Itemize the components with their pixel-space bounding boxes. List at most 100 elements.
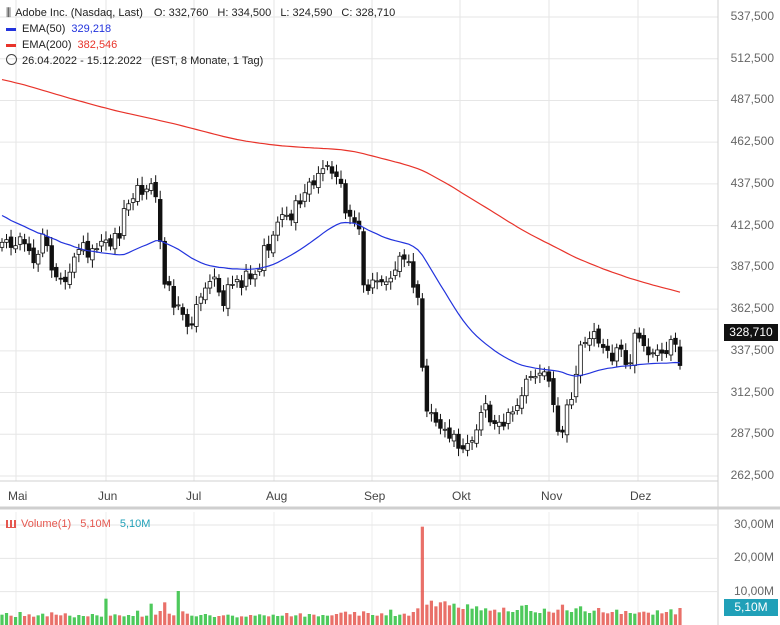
volume-bar [208,615,212,625]
candle-body [487,404,493,423]
volume-bar [429,600,433,625]
candlestick-series [0,160,683,457]
candle-body [524,378,529,397]
candle-body [650,352,656,355]
volume-bar [538,613,542,625]
volume-bar [181,611,185,625]
candle-body [429,412,434,415]
volume-bar [524,605,528,625]
candle-body [474,429,479,444]
volume-bar [230,615,235,625]
candle-body [275,221,280,236]
candle-body [447,427,452,439]
volume-bar [380,613,384,625]
ema200-line [1,79,681,293]
candle-body [270,234,276,254]
volume-bar [624,611,628,625]
volume-bar [126,615,131,625]
range-text: 26.04.2022 - 15.12.2022 [22,55,142,67]
volume-bar [673,614,678,625]
candle-body [8,236,14,248]
candle-body [248,273,253,280]
volume-bar [145,615,149,625]
ema200-legend[interactable]: EMA(200) 382,546 [6,38,117,52]
candle-body [148,183,154,191]
grid-lines [0,0,719,625]
volume-bar [163,602,167,625]
candle-body [424,365,430,412]
volume-bar [330,615,334,625]
price-tick-label: 412,500 [730,217,774,232]
candle-body [307,181,312,195]
price-tick-label: 312,500 [730,384,774,399]
ema50-label: EMA(50) [22,23,66,35]
candle-body [469,440,475,443]
volume-bar [185,613,189,625]
volume-bar [321,615,325,625]
volume-label: Volume(1) [21,518,72,530]
candle-body [76,249,82,255]
candle-body [591,331,597,340]
volume-bar [140,616,144,625]
volume-bar [371,615,375,625]
close-value: 328,710 [355,7,396,19]
candle-body [266,243,271,251]
candle-body [438,419,443,429]
time-tick-label: Aug [266,489,288,503]
open-value: 332,760 [168,7,209,19]
candle-body [94,248,100,251]
volume-bar [13,617,18,625]
range-info: (EST, 8 Monate, 1 Tag) [150,55,264,67]
candle-body [284,214,289,217]
candle-body [605,345,610,351]
candle-body [221,290,226,306]
candle-body [252,273,258,280]
volume-bar [316,616,320,625]
volume-bar [479,610,483,625]
candle-body [361,231,366,286]
candle-body [578,344,583,377]
volume-bar [339,612,343,625]
candle-body [4,239,9,243]
ema50-legend[interactable]: EMA(50) 329,218 [6,22,111,36]
ema50-swatch [6,27,16,31]
candle-body [85,240,91,258]
volume-legend: Volume(1) 5,10M 5,10M [6,517,150,531]
candle-body [641,335,647,347]
candle-body [546,371,552,382]
volume-bar [262,615,266,625]
volume-bar [628,613,632,625]
candle-body [501,421,506,427]
candle-body [619,344,624,350]
volume-bar [633,613,637,625]
candle-body [212,276,217,280]
time-tick-label: Dez [630,489,652,503]
volume-bar [108,615,113,625]
volume-bar [484,608,488,625]
volume-bar [475,606,479,625]
volume-bar [529,611,533,625]
volume-bar [343,611,348,625]
volume-bar [583,611,587,625]
price-tick-label: 512,500 [730,50,774,65]
candle-body [551,378,556,405]
volume-bar [72,617,76,625]
candle-body [515,405,520,411]
candle-body [13,245,18,250]
volume-bar [18,612,22,625]
candle-body [402,254,407,260]
volume-bar [4,613,9,625]
chart-type-icon: ⫼ [6,7,12,19]
candle-body [121,208,127,236]
candle-body [22,239,27,245]
candle-body [533,376,538,379]
clock-icon [6,54,17,65]
candle-body [564,404,570,436]
volume-bar [434,606,438,625]
candle-body [63,276,68,283]
ema200-swatch [6,43,16,47]
volume-bar [104,598,108,625]
volume-bar [0,614,4,625]
volume-bar [411,612,415,625]
candle-body [67,271,72,285]
